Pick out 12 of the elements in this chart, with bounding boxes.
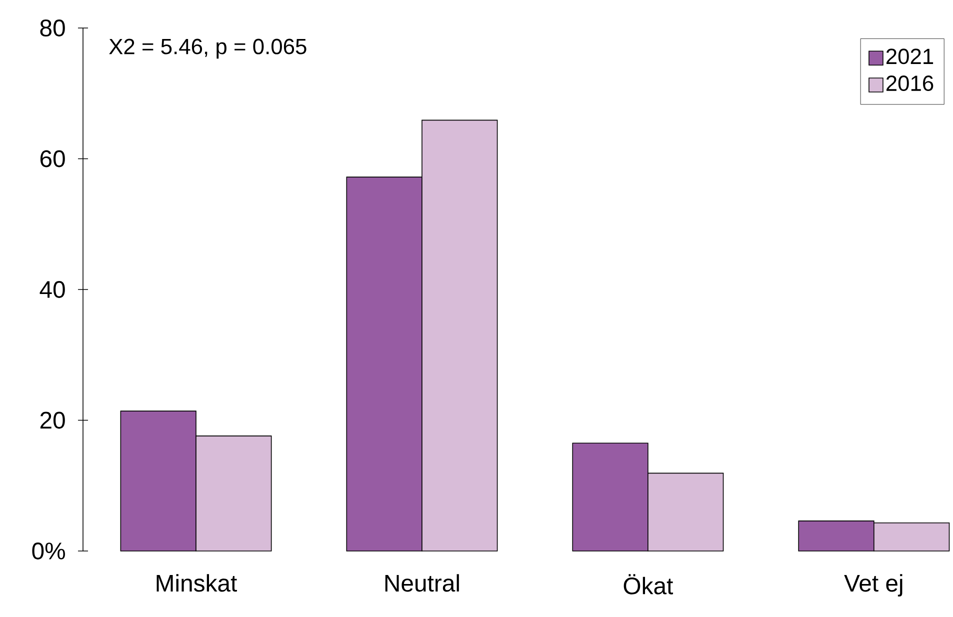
y-tick-label: 0% [32, 542, 65, 560]
y-tick-label: 80 [40, 20, 65, 36]
legend-label: 2021 [886, 48, 934, 64]
annotation: X2 = 5.46, p = 0.065 [109, 38, 306, 59]
y-tick-label: 60 [40, 150, 65, 168]
x-tick-label: Ökat [624, 574, 674, 594]
x-tick-label: Neutral [385, 574, 459, 592]
y-tick-label: 20 [40, 412, 65, 429]
x-tick-label: Minskat [156, 574, 237, 592]
y-tick-label: 40 [40, 281, 65, 298]
x-tick-label: Vet ej [844, 574, 902, 596]
legend-label: 2016 [886, 76, 934, 92]
